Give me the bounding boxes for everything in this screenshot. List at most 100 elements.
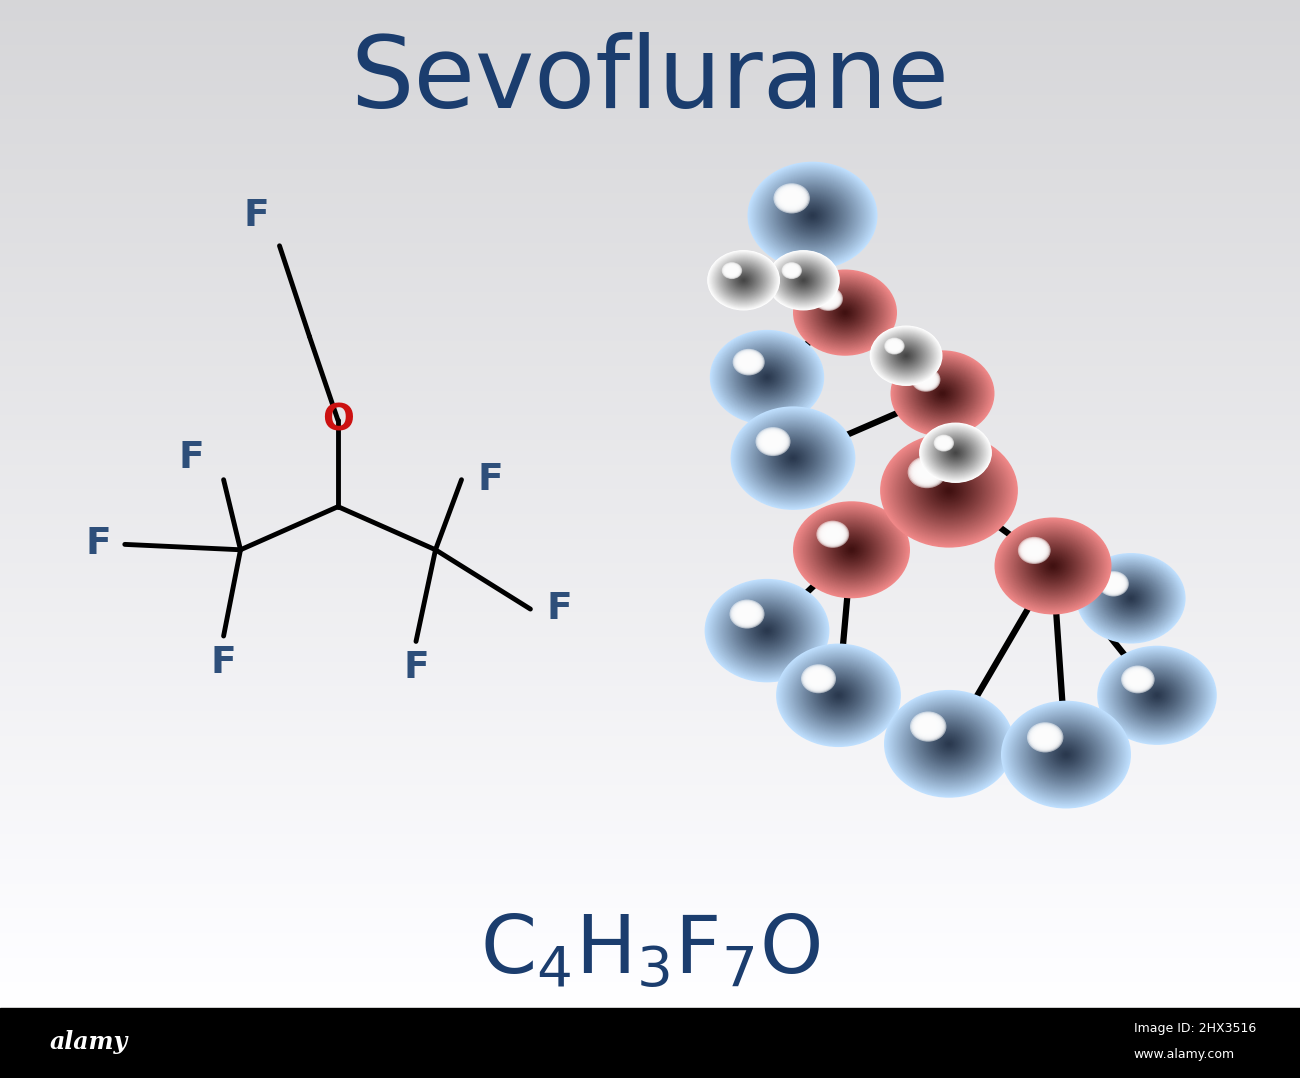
Circle shape	[939, 439, 972, 467]
Circle shape	[827, 529, 876, 570]
Circle shape	[733, 409, 853, 508]
Circle shape	[786, 194, 838, 237]
Circle shape	[816, 677, 820, 680]
Circle shape	[805, 511, 898, 589]
Circle shape	[1032, 548, 1074, 584]
Circle shape	[1131, 674, 1144, 685]
Circle shape	[794, 273, 812, 288]
Circle shape	[759, 430, 786, 453]
Circle shape	[806, 512, 897, 586]
Circle shape	[1050, 742, 1082, 768]
Circle shape	[939, 482, 959, 499]
Circle shape	[755, 427, 831, 489]
Circle shape	[1009, 529, 1097, 604]
Circle shape	[833, 691, 844, 700]
Circle shape	[790, 270, 793, 272]
Circle shape	[836, 537, 867, 563]
Circle shape	[1130, 597, 1132, 599]
Circle shape	[747, 361, 786, 393]
Circle shape	[901, 359, 984, 428]
Circle shape	[1096, 569, 1166, 627]
Circle shape	[1128, 672, 1186, 719]
Circle shape	[1011, 709, 1121, 800]
Circle shape	[800, 275, 891, 350]
Circle shape	[905, 707, 993, 780]
Circle shape	[930, 728, 968, 760]
Circle shape	[724, 264, 740, 277]
Circle shape	[806, 280, 884, 345]
Circle shape	[785, 193, 840, 238]
Circle shape	[794, 273, 812, 288]
Circle shape	[942, 485, 956, 496]
Circle shape	[755, 368, 779, 387]
Circle shape	[933, 434, 978, 471]
Circle shape	[755, 621, 779, 640]
Circle shape	[794, 659, 883, 732]
Circle shape	[1136, 678, 1140, 681]
Circle shape	[763, 374, 771, 381]
Circle shape	[946, 742, 952, 746]
Circle shape	[708, 251, 779, 309]
Circle shape	[811, 285, 879, 341]
Circle shape	[897, 348, 915, 363]
Circle shape	[745, 359, 751, 364]
Circle shape	[1060, 749, 1072, 760]
Circle shape	[1086, 561, 1176, 636]
Circle shape	[740, 608, 754, 620]
Circle shape	[928, 382, 957, 405]
Circle shape	[723, 263, 764, 298]
Circle shape	[784, 451, 802, 466]
Circle shape	[788, 267, 796, 274]
Circle shape	[751, 618, 783, 644]
Circle shape	[725, 343, 809, 412]
Circle shape	[725, 265, 738, 276]
Circle shape	[1153, 692, 1161, 699]
Circle shape	[1002, 702, 1130, 807]
Circle shape	[803, 207, 822, 223]
Circle shape	[737, 353, 797, 402]
Circle shape	[838, 307, 852, 318]
Circle shape	[937, 481, 961, 500]
Circle shape	[924, 470, 974, 511]
Circle shape	[894, 699, 1004, 789]
Circle shape	[714, 255, 774, 305]
Circle shape	[844, 312, 846, 314]
Circle shape	[805, 667, 872, 723]
Circle shape	[894, 445, 1004, 536]
Circle shape	[1008, 706, 1124, 803]
Circle shape	[949, 447, 962, 458]
Circle shape	[879, 333, 933, 378]
Circle shape	[1098, 647, 1216, 744]
Circle shape	[719, 337, 815, 417]
Circle shape	[737, 606, 757, 622]
Circle shape	[878, 332, 935, 379]
Circle shape	[780, 647, 897, 744]
Circle shape	[898, 702, 1000, 786]
Circle shape	[796, 202, 829, 230]
Circle shape	[953, 451, 958, 455]
Circle shape	[712, 332, 822, 423]
Circle shape	[733, 409, 853, 508]
Circle shape	[733, 349, 763, 374]
Circle shape	[933, 731, 965, 757]
Circle shape	[718, 259, 770, 302]
Circle shape	[803, 510, 900, 591]
Circle shape	[805, 667, 872, 723]
Circle shape	[1013, 533, 1093, 599]
Circle shape	[902, 360, 983, 427]
Circle shape	[792, 271, 815, 290]
Circle shape	[891, 442, 1008, 539]
Circle shape	[800, 663, 878, 728]
Circle shape	[784, 264, 823, 296]
Circle shape	[915, 461, 984, 520]
Circle shape	[749, 616, 785, 646]
Circle shape	[728, 267, 759, 293]
Circle shape	[994, 517, 1112, 614]
Circle shape	[1128, 596, 1134, 600]
Circle shape	[776, 258, 831, 303]
Circle shape	[780, 189, 803, 208]
Circle shape	[809, 671, 828, 687]
Circle shape	[785, 265, 822, 295]
Circle shape	[737, 353, 760, 372]
Circle shape	[829, 531, 874, 568]
